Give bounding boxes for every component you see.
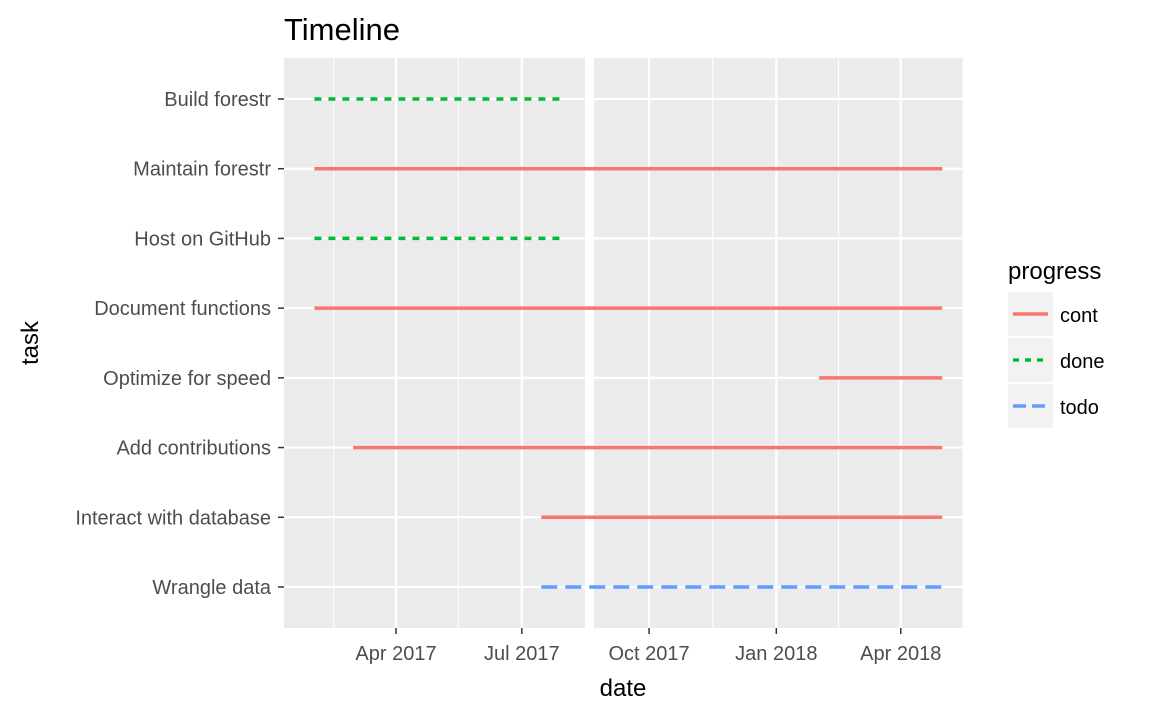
legend-title: progress	[1008, 258, 1101, 285]
y-tick-label: Maintain forestr	[133, 159, 271, 181]
chart-title: Timeline	[284, 12, 400, 47]
y-tick-label: Document functions	[94, 298, 271, 320]
x-axis-title: date	[600, 675, 647, 702]
y-tick-label: Interact with database	[75, 507, 271, 529]
x-tick-label: Apr 2017	[355, 643, 436, 665]
legend-label: cont	[1060, 305, 1098, 327]
y-axis-title: task	[17, 320, 44, 365]
task-segments	[314, 97, 943, 589]
x-tick-label: Jan 2018	[735, 643, 817, 665]
plot-panel	[284, 58, 963, 628]
y-tick-label: Add contributions	[116, 438, 271, 460]
y-tick-label: Build forestr	[164, 89, 271, 111]
panel-gap	[585, 58, 594, 628]
y-axis: Build forestr Maintain forestr Host on Git…	[75, 89, 284, 599]
x-tick-label: Apr 2018	[860, 643, 941, 665]
x-tick-label: Jul 2017	[484, 643, 560, 665]
y-tick-label: Optimize for speed	[103, 368, 271, 390]
x-tick-label: Oct 2017	[608, 643, 689, 665]
y-tick-label: Wrangle data	[152, 577, 271, 599]
legend-label: todo	[1060, 397, 1099, 419]
legend-label: done	[1060, 351, 1105, 373]
y-tick-label: Host on GitHub	[134, 228, 271, 250]
x-axis: Apr 2017 Jul 2017 Oct 2017 Jan 2018 Apr 2018	[355, 628, 941, 665]
legend: progress cont done todo	[1008, 258, 1105, 428]
